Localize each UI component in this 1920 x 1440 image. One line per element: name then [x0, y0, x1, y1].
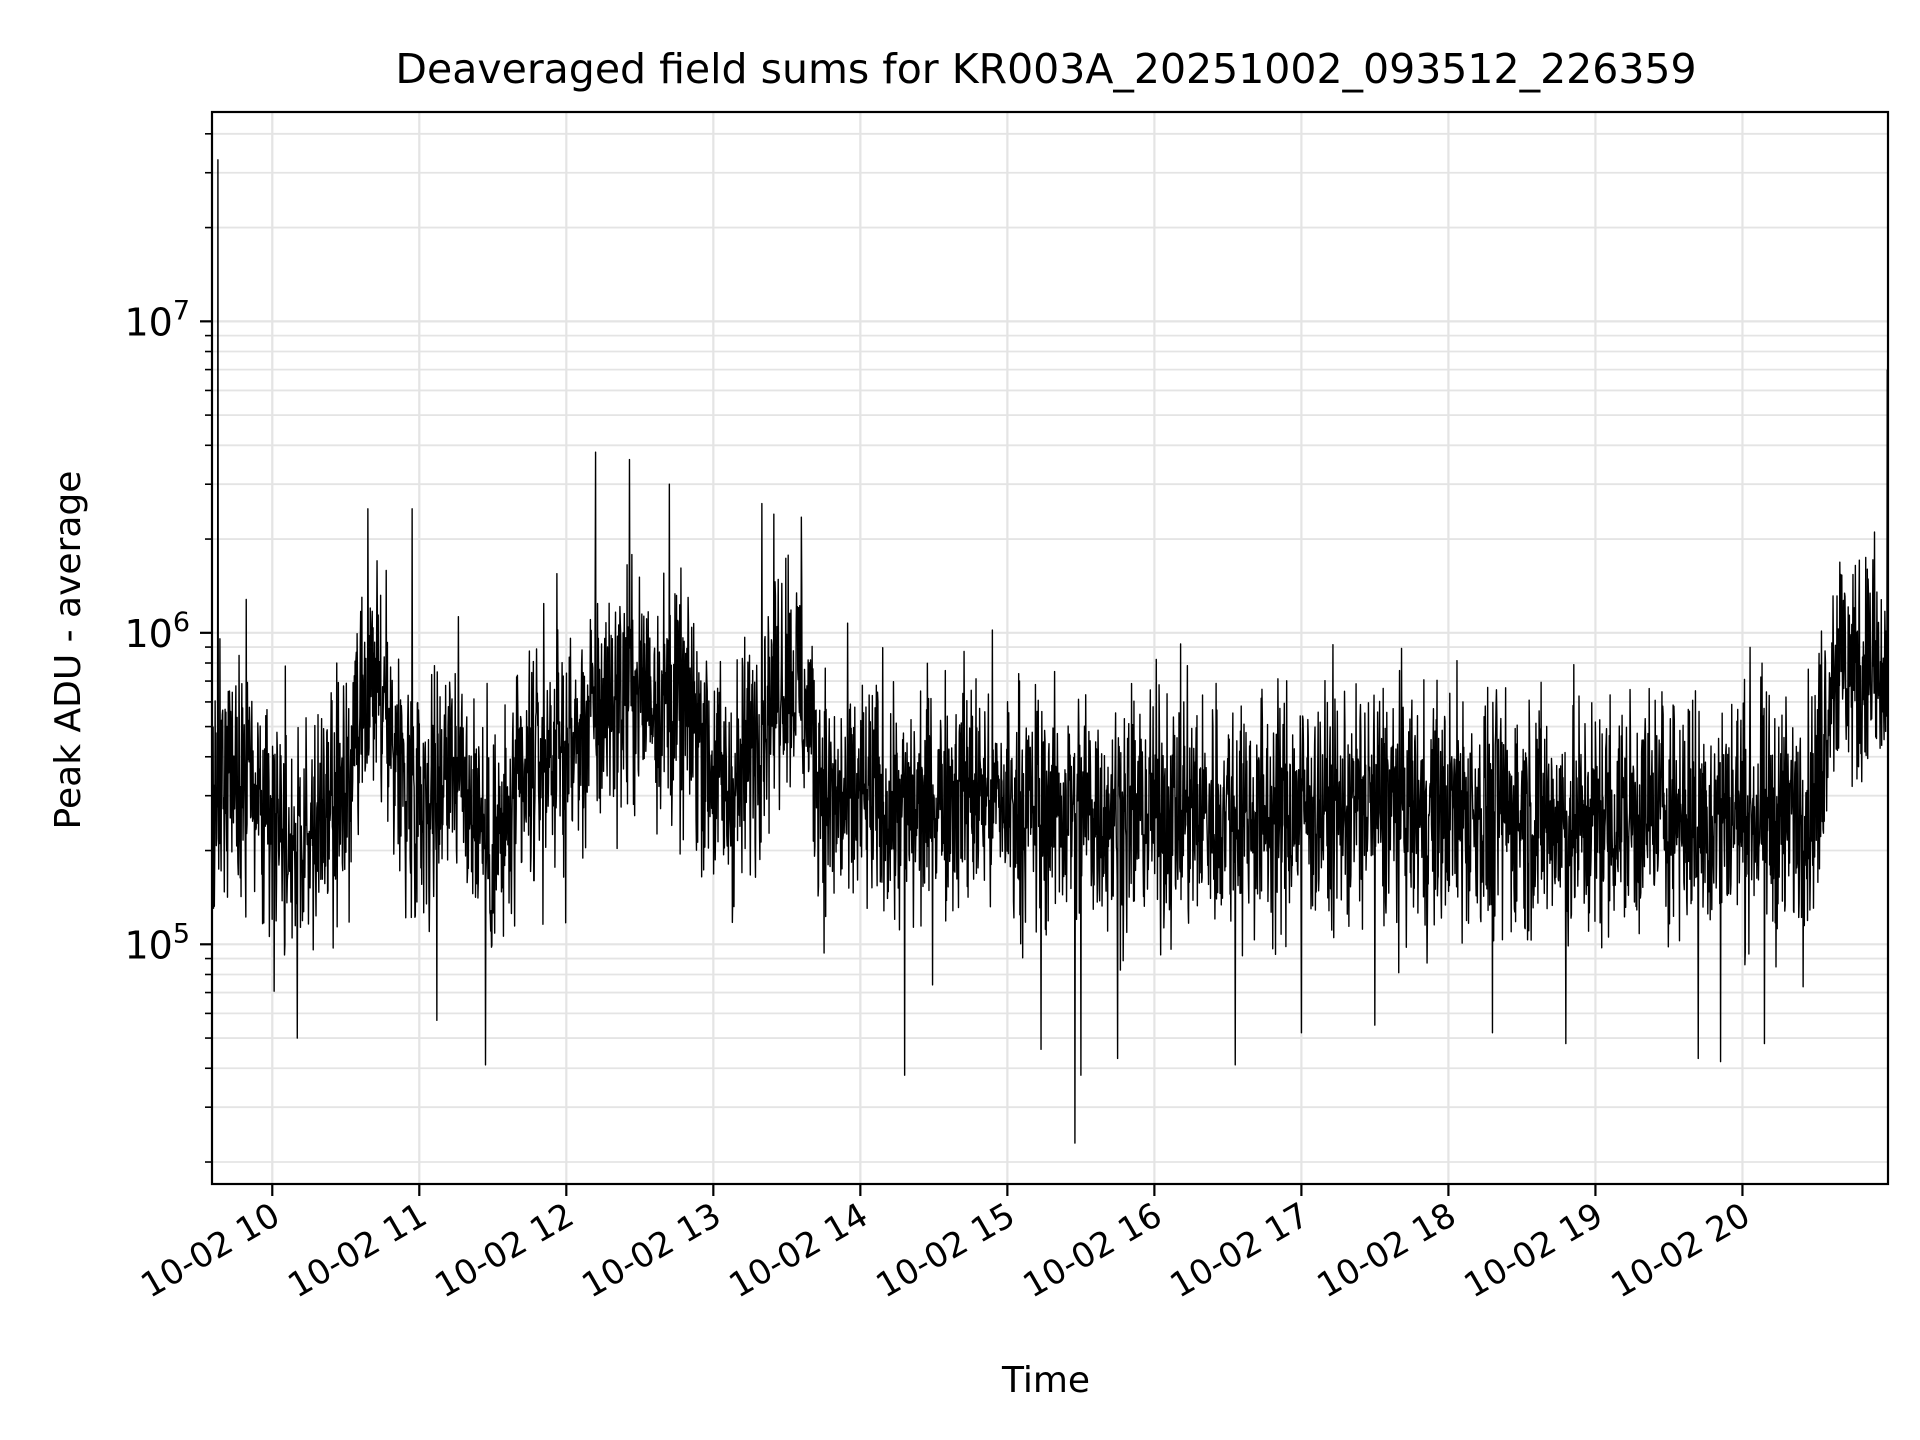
plot-frame — [210, 110, 1890, 1186]
y-tick-label: 107 — [124, 295, 190, 344]
y-tick-label: 105 — [124, 918, 190, 967]
series-layer — [212, 159, 1888, 1144]
y-tick-label: 106 — [124, 607, 190, 656]
x-axis-label: Time — [1001, 1360, 1090, 1401]
y-axis-label: Peak ADU - average — [48, 471, 89, 830]
chart-title: Deaveraged field sums for KR003A_2025100… — [395, 45, 1696, 93]
series-line — [212, 159, 1888, 1144]
